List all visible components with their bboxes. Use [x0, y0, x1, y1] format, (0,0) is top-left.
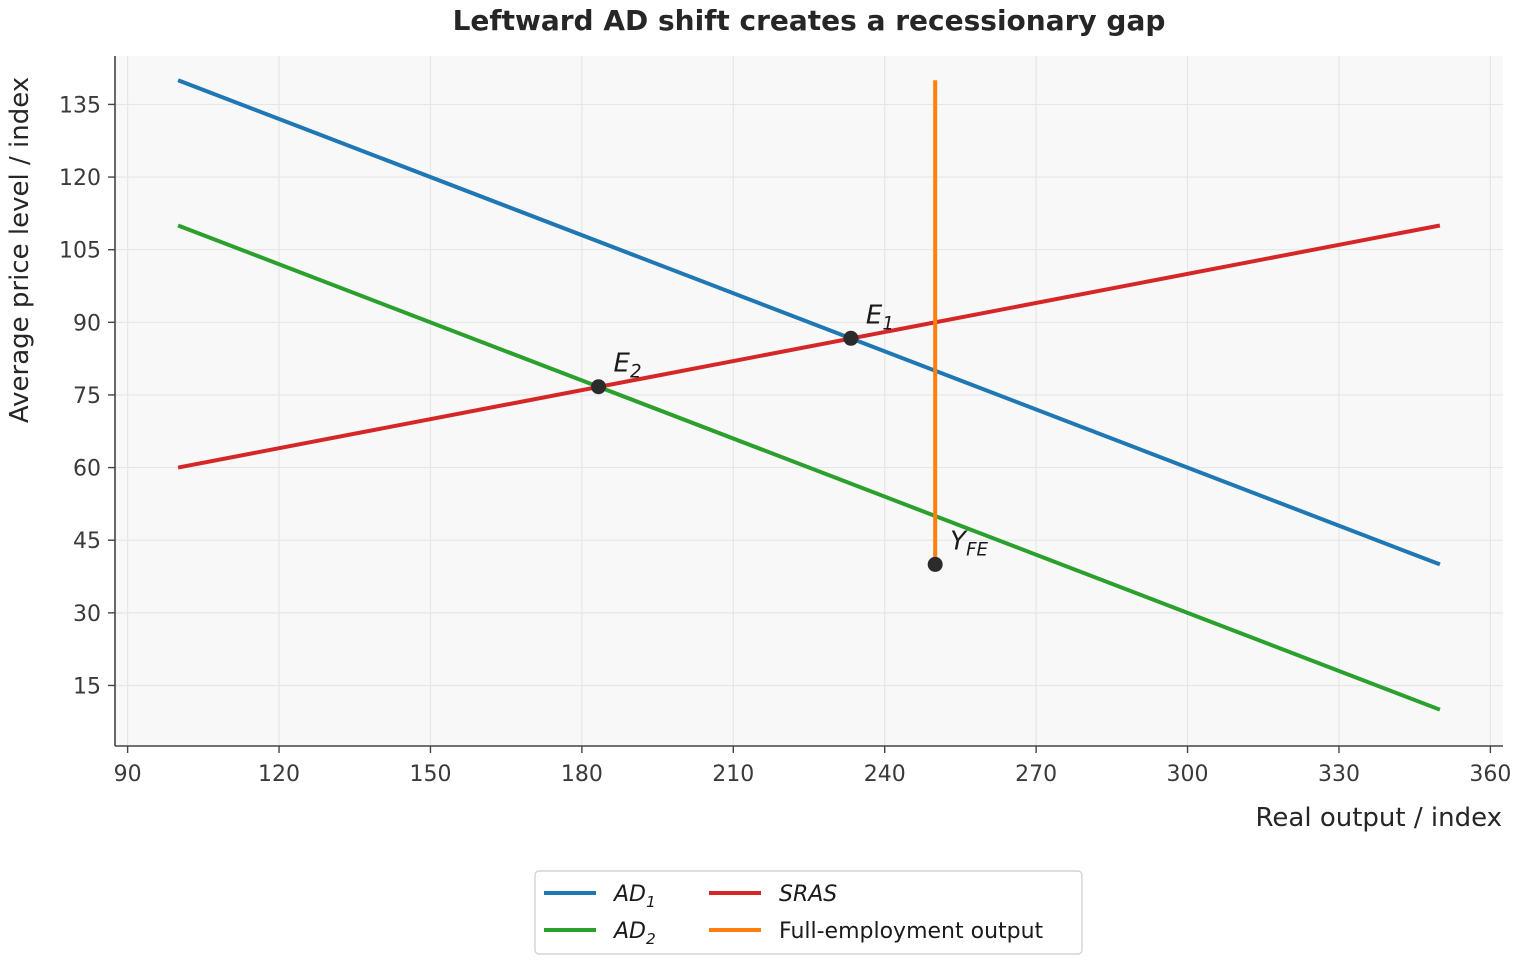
x-tick-label: 360: [1469, 762, 1511, 787]
legend-label-ad1: AD1: [612, 882, 656, 911]
point-label-e2: E2: [614, 349, 642, 383]
x-tick-label: 210: [712, 762, 754, 787]
legend-label-sras-main: SRAS: [779, 882, 837, 907]
y-tick-label: 120: [59, 166, 101, 191]
series-line-sras: [177, 223, 1441, 470]
ticks: 90 120 150 180 210 240 270 300 330 360 15 30 45 60 75 9…: [59, 93, 1511, 787]
legend-label-ad2-sub: 2: [646, 930, 656, 948]
y-tick-label: 75: [73, 384, 101, 409]
point-label-e1-main: E: [866, 300, 883, 330]
legend-label-sras: SRAS: [779, 882, 837, 907]
series-line-ad1: [177, 78, 1441, 567]
x-axis-label: Real output / index: [1256, 803, 1503, 833]
x-tick-label: 90: [114, 762, 142, 787]
point-label-e2-main: E: [614, 349, 631, 379]
plot-area: [115, 56, 1503, 746]
x-tick-label: 300: [1167, 762, 1209, 787]
x-tick-label: 330: [1318, 762, 1360, 787]
y-tick-label: 30: [73, 602, 101, 627]
y-tick-label: 60: [73, 457, 101, 482]
x-tick-label: 270: [1015, 762, 1057, 787]
point-yfe: [927, 556, 943, 572]
x-tick-label: 240: [864, 762, 906, 787]
legend-label-ad1-sub: 1: [646, 893, 656, 911]
chart-title: Leftward AD shift creates a recessionary…: [453, 4, 1166, 37]
point-e2: [591, 379, 607, 395]
x-tick-label: 150: [409, 762, 451, 787]
point-label-yfe-main: Y: [950, 526, 968, 556]
point-e1: [843, 330, 859, 346]
legend-label-full-employment-output: Full-employment output: [779, 919, 1044, 944]
legend-label-full-employment-output-main: Full-employment output: [779, 919, 1044, 944]
point-label-e1-sub: 1: [882, 313, 894, 334]
y-tick-label: 135: [59, 93, 101, 118]
x-tick-label: 120: [258, 762, 300, 787]
point-label-yfe-sub: FE: [966, 539, 988, 560]
point-label-e1: E1: [866, 300, 894, 334]
legend-label-ad2: AD2: [612, 919, 656, 948]
point-label-e2-sub: 2: [630, 362, 642, 383]
y-tick-label: 15: [73, 674, 101, 699]
series-layer: [177, 78, 1441, 712]
y-axis-label: Average price level / index: [5, 77, 35, 423]
x-tick-label: 180: [561, 762, 603, 787]
legend-label-ad1-main: AD: [612, 882, 646, 907]
y-tick-label: 45: [73, 529, 101, 554]
point-label-yfe: YFE: [950, 526, 988, 560]
legend-label-ad2-main: AD: [612, 919, 646, 944]
y-tick-label: 105: [59, 239, 101, 264]
y-tick-label: 90: [73, 311, 101, 336]
legend-box: [534, 870, 1083, 955]
series-line-ad2: [177, 223, 1441, 712]
